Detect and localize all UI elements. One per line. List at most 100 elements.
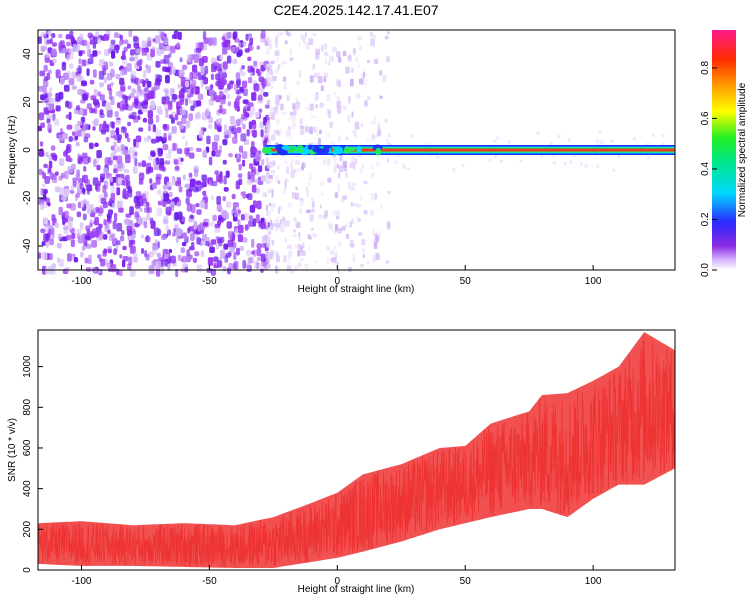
spectrogram-cell [347,58,352,63]
spectrogram-cell [145,253,150,261]
spectrogram-cell [81,59,87,67]
spectrogram-cell [210,268,216,276]
spectrogram-cell [385,260,390,264]
spectrogram-cell [341,226,346,231]
spectrogram-cell [268,175,273,179]
spectrogram-cell [51,48,57,57]
y-tick-label: 0 [22,567,33,573]
spectrogram-cell [493,139,497,143]
spectrogram-cell [211,141,218,151]
signal-blob [312,146,321,153]
spectrogram-cell [289,57,294,61]
spectrogram-cell [289,91,292,95]
spectrogram-cell [127,186,132,194]
spectrogram-cell [193,66,198,72]
spectrogram-cell [46,39,52,44]
spectrogram-cell [363,210,368,215]
signal-blob [295,148,304,153]
spectrogram-cell [291,192,297,199]
spectrogram-cell [138,178,144,185]
spectrogram-cell [122,259,126,268]
spectrogram-cell [128,30,133,38]
spectrogram-cell [284,160,288,165]
spectrogram-cell [194,112,201,120]
spectrogram-cell [95,230,100,238]
spectrogram-cell [195,147,202,152]
spectrogram-cell [134,151,138,156]
spectrogram-cell [310,197,314,202]
spectrogram-cell [67,220,73,230]
spectrogram-cell [106,109,113,118]
spectrogram-cell [104,157,110,165]
spectrogram-cell [135,135,142,143]
spectrogram-cell [81,93,88,100]
spectrogram-cell [651,133,655,137]
spectrogram-cell [147,110,153,119]
spectrogram-cell [396,153,400,157]
spectrogram-cell [357,217,361,222]
spectrogram-cell [251,141,255,148]
signal-blob [307,144,313,150]
spectrogram-cell [163,132,167,139]
spectrogram-cell [272,223,277,227]
spectrogram-cell [246,179,253,185]
spectrogram-cell [232,58,238,65]
spectrogram-cell [59,76,65,85]
spectrogram-cell [138,199,144,207]
spectrogram-cell [202,43,208,51]
spectrogram-cell [387,133,391,138]
spectrogram-cell [140,234,145,239]
spectrogram-cell [227,31,232,39]
spectrogram-cell [155,60,161,68]
spectrogram-cell [48,265,53,272]
spectrogram-cell [190,105,195,111]
spectrogram-cell [461,164,465,167]
spectrogram-cell [111,50,116,59]
spectrogram-cell [297,167,301,173]
spectrogram-cell [306,209,311,214]
spectrogram-cell [189,83,195,89]
spectrogram-cell [251,129,257,137]
spectrogram-cell [163,54,170,64]
y-tick-label: -40 [22,238,33,253]
spectrogram-cell [362,247,365,254]
spectrogram-cell [76,211,82,218]
spectrogram-cell [61,195,67,201]
colorbar: 0.0 0.2 0.4 0.6 0.8 Normalized spectral ampl… [700,30,748,277]
spectrogram-cell [313,156,318,161]
spectrogram-cell [360,123,363,127]
spectrogram-cell [270,250,275,255]
spectrogram-cell [94,142,99,147]
spectrogram-cell [103,34,110,41]
spectrogram-cell [91,240,97,248]
spectrogram-cell [182,174,186,181]
spectrogram-cell [326,257,330,264]
spectrogram-cell [280,103,284,111]
spectrogram-cell [223,124,228,132]
spectrogram-cell [646,156,650,160]
spectrogram-cell [101,100,107,107]
spectrogram-cell [63,151,68,157]
spectrogram-cell [271,239,275,246]
spectrogram-cell [153,227,160,237]
spectrogram-cell [195,203,200,208]
spectrogram-cell [222,266,227,272]
colorbar-tick-label: 0.6 [700,111,711,125]
spectrogram-y-axis-label: Frequency (Hz) [7,116,18,185]
spectrogram-cell [59,158,65,166]
spectrogram-cell [266,259,270,263]
colorbar-ticks: 0.0 0.2 0.4 0.6 0.8 [700,61,717,277]
spectrogram-cell [169,88,175,96]
spectrogram-cell [338,228,342,234]
spectrogram-cell [335,261,340,265]
spectrogram-cell [176,42,180,48]
spectrogram-cell [222,61,228,70]
spectrogram-cell [267,63,273,69]
spectrogram-cell [237,89,242,95]
spectrogram-cell [265,251,269,260]
spectrogram-cell [110,264,117,273]
spectrogram-cell [241,113,246,120]
spectrogram-cell [339,153,343,162]
x-tick-label: 100 [585,276,602,287]
spectrogram-cell [276,130,280,136]
